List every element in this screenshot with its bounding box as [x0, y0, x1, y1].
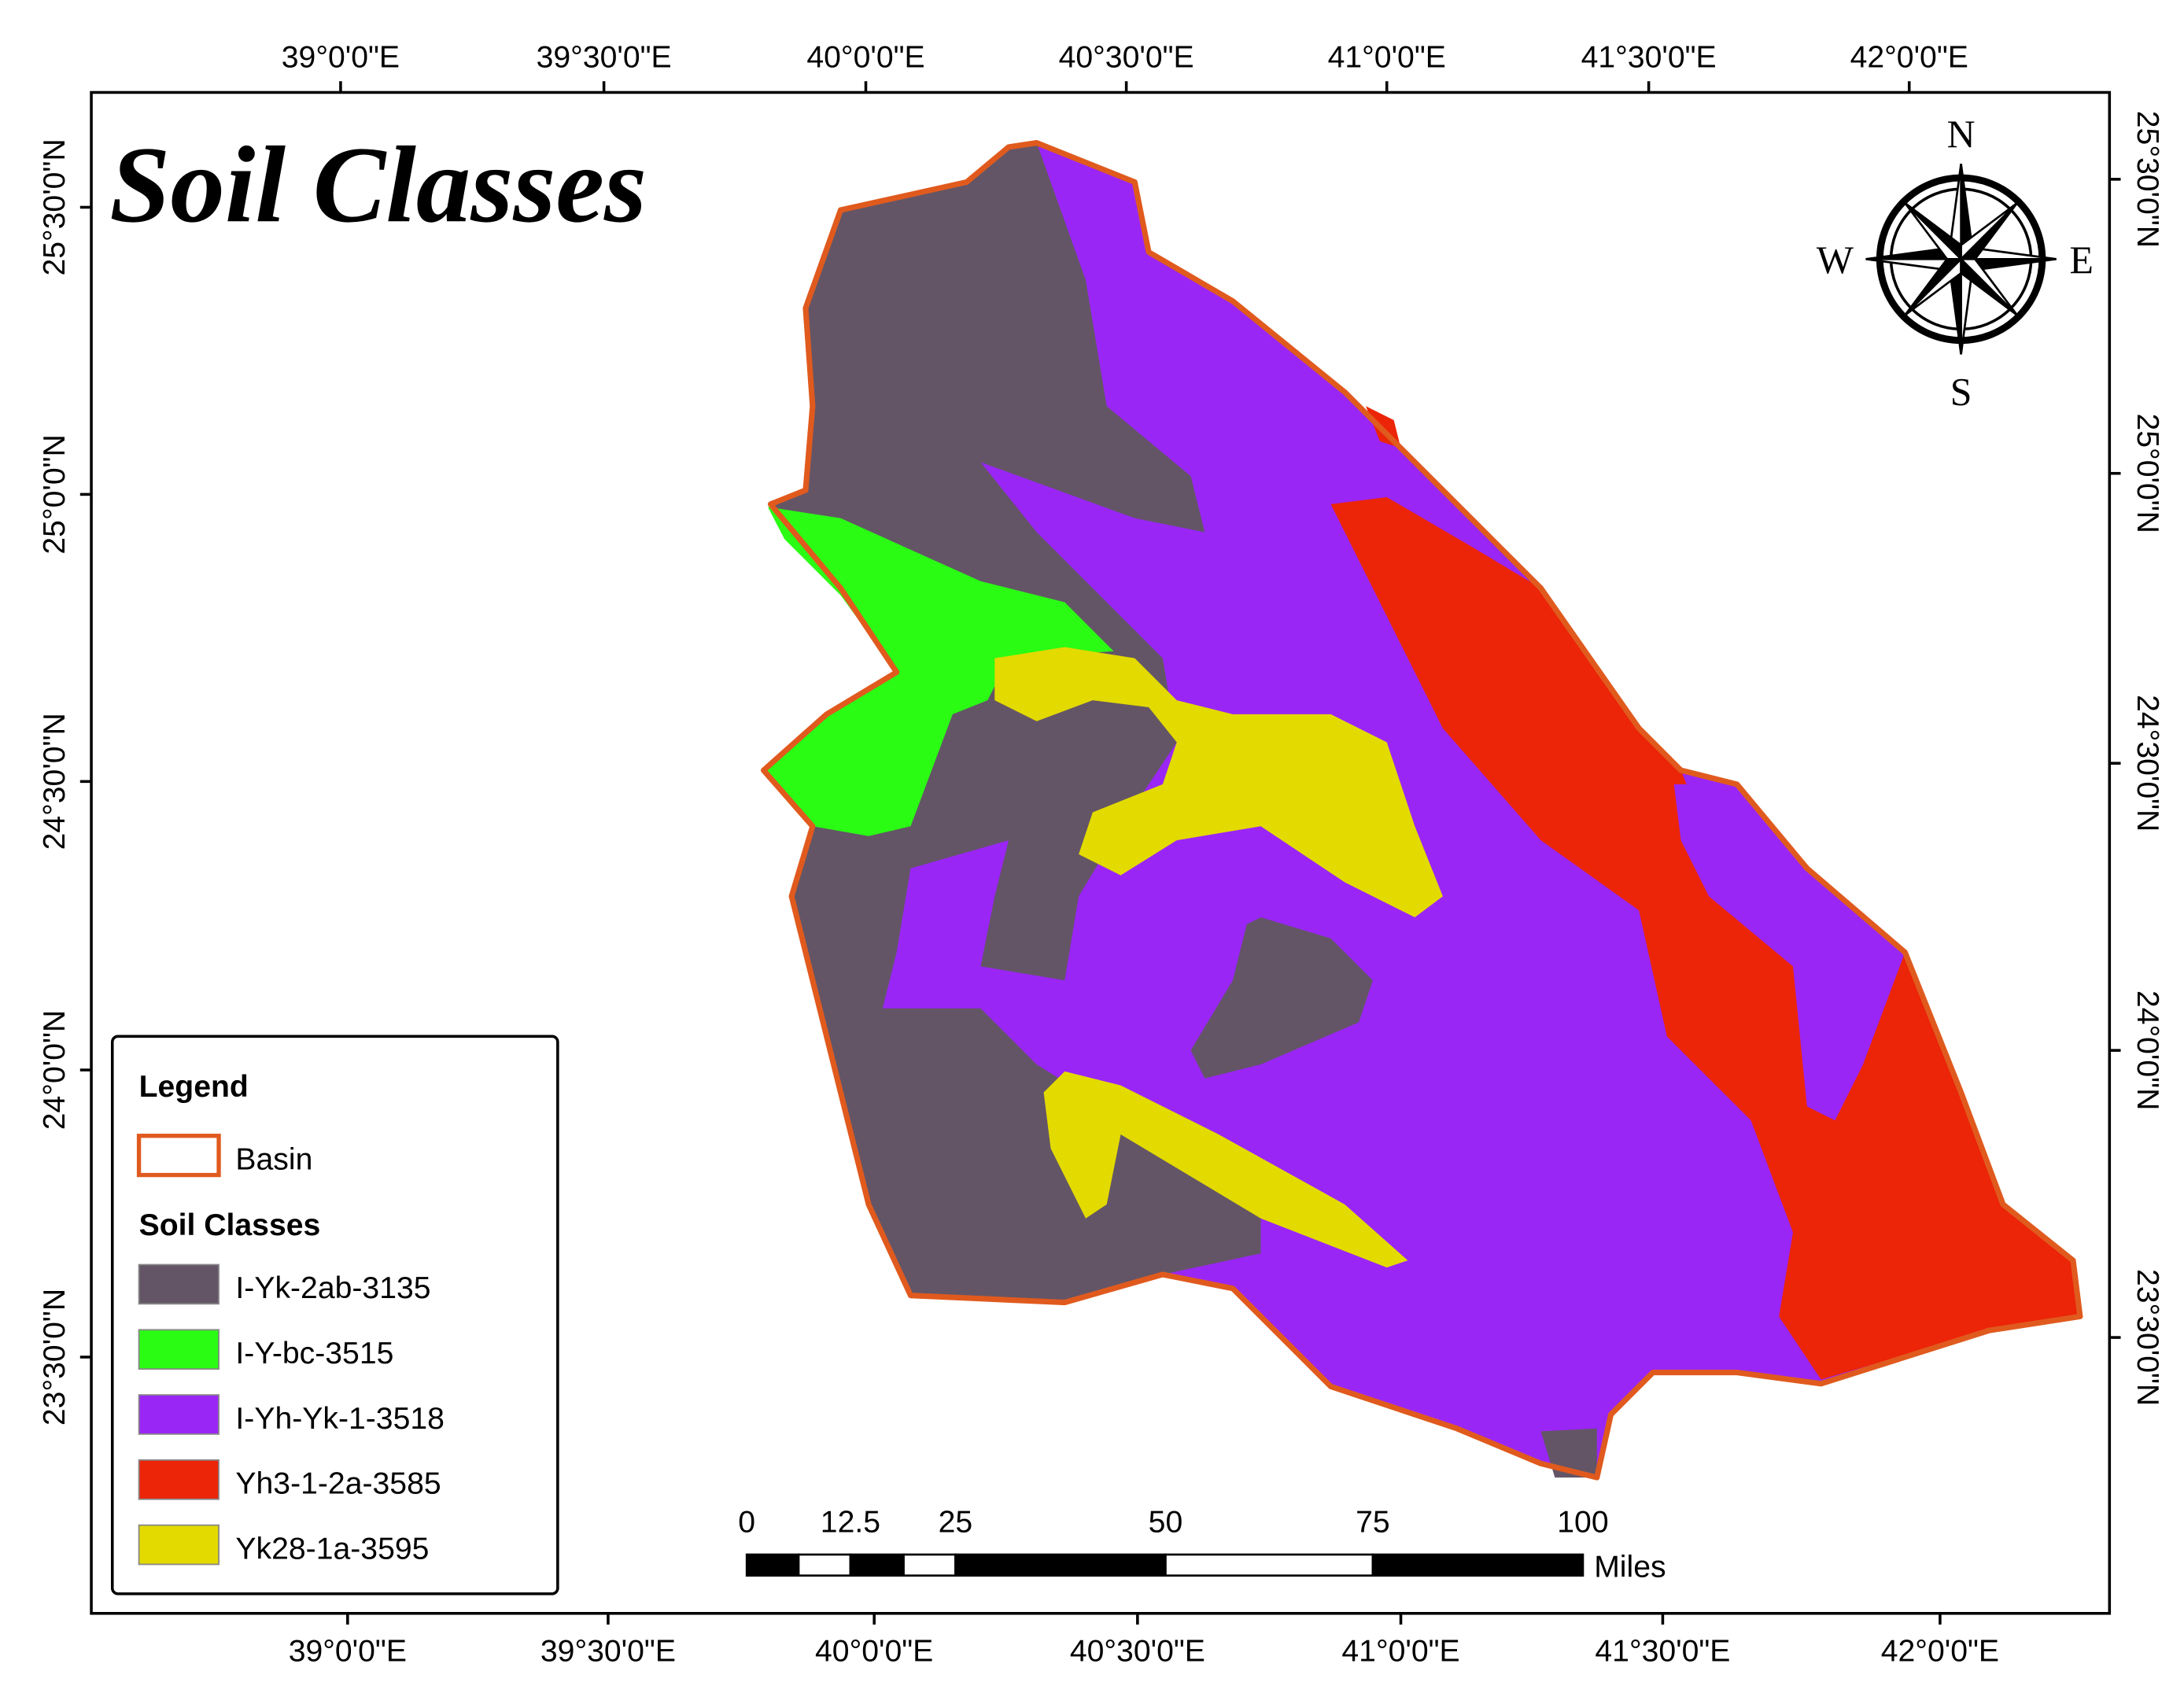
scale-segment	[849, 1553, 905, 1577]
legend-swatch	[138, 1329, 220, 1370]
scale-segment	[1371, 1553, 1585, 1577]
legend-swatch	[138, 1459, 220, 1500]
right-coordinate-label: 25°30'0"N	[2131, 111, 2164, 248]
right-coordinate-label: 24°30'0"N	[2131, 695, 2164, 832]
legend-swatch	[138, 1263, 220, 1305]
bottom-coordinate-label: 41°30'0"E	[1595, 1634, 1730, 1668]
map-title: Soil Classes	[109, 124, 647, 245]
legend-swatch	[138, 1394, 220, 1435]
soil-region	[763, 142, 1261, 1303]
legend-label: Yh3-1-2a-3585	[235, 1467, 441, 1501]
soil-region	[1673, 784, 1898, 1121]
right-coordinate-label: 24°0'0"N	[2131, 990, 2164, 1110]
compass-south: S	[1950, 370, 1972, 413]
scale-segment	[902, 1553, 957, 1577]
top-coordinate-label: 41°30'0"E	[1581, 40, 1717, 74]
bottom-coordinate-label: 41°0'0"E	[1341, 1634, 1459, 1668]
legend-basin-swatch	[136, 1134, 221, 1178]
soil-regions	[760, 140, 2083, 1481]
left-coordinate-label: 23°30'0"N	[38, 1289, 72, 1426]
map-frame	[90, 90, 2112, 1615]
top-coordinate-label: 40°0'0"E	[806, 40, 924, 74]
right-coordinate-label: 23°30'0"N	[2131, 1269, 2164, 1406]
scale-label: 100	[1557, 1506, 1608, 1540]
left-coordinate-label: 25°30'0"N	[38, 138, 72, 275]
compass-east: E	[2069, 238, 2093, 282]
scale-segment	[1164, 1553, 1374, 1577]
legend-subtitle: Soil Classes	[139, 1208, 321, 1242]
left-coordinate-label: 25°0'0"N	[38, 434, 72, 554]
legend-label: I-Y-bc-3515	[235, 1337, 393, 1370]
legend-label: I-Yh-Yk-1-3518	[235, 1402, 445, 1436]
right-coordinate-label: 25°0'0"N	[2131, 413, 2164, 533]
top-coordinate-label: 40°30'0"E	[1059, 40, 1194, 74]
legend-basin-label: Basin	[235, 1142, 312, 1176]
top-coordinate-label: 39°0'0"E	[282, 40, 400, 74]
legend-label: I-Yk-2ab-3135	[235, 1271, 430, 1305]
top-coordinate-label: 39°30'0"E	[537, 40, 672, 74]
bottom-coordinate-label: 42°0'0"E	[1881, 1634, 1999, 1668]
scale-segment	[745, 1553, 800, 1577]
left-coordinate-label: 24°30'0"N	[38, 713, 72, 850]
scale-label: 12.5	[821, 1506, 880, 1540]
north-arrow: N S E W	[1817, 113, 2094, 414]
legend-label: Yk28-1a-3595	[235, 1532, 429, 1566]
legend-title: Legend	[139, 1070, 249, 1104]
bottom-coordinate-label: 40°0'0"E	[815, 1634, 933, 1668]
scale-label: 0	[738, 1506, 755, 1540]
scale-label: 50	[1149, 1506, 1183, 1540]
basin-outline	[760, 140, 2083, 1481]
top-coordinate-label: 42°0'0"E	[1850, 40, 1968, 74]
scale-segment	[797, 1553, 852, 1577]
legend-box	[110, 1035, 559, 1595]
coordinate-labels: 39°0'0"E 39°30'0"E 40°0'0"E 40°30'0"E 41°0'0…	[38, 40, 2164, 1668]
bottom-coordinate-label: 39°0'0"E	[289, 1634, 407, 1668]
top-coordinate-label: 41°0'0"E	[1328, 40, 1446, 74]
scale-unit: Miles	[1594, 1550, 1666, 1584]
scale-bar: 0 12.5 25 50 75 100 Miles	[738, 1506, 1666, 1584]
legend-items: I-Yk-2ab-3135 I-Y-bc-3515 I-Yh-Yk-1-3518 Yh…	[138, 1263, 445, 1566]
scale-label: 25	[939, 1506, 973, 1540]
bottom-coordinate-label: 40°30'0"E	[1070, 1634, 1205, 1668]
scale-label: 75	[1356, 1506, 1390, 1540]
bottom-coordinate-label: 39°30'0"E	[540, 1634, 676, 1668]
compass-north: N	[1947, 113, 1976, 156]
compass-west: W	[1817, 238, 1854, 282]
soil-region	[1043, 1071, 1408, 1268]
legend-swatch	[138, 1524, 220, 1566]
left-coordinate-label: 24°0'0"N	[38, 1010, 72, 1130]
scale-segment	[954, 1553, 1167, 1577]
soil-region	[994, 647, 1443, 918]
soil-region	[1330, 496, 2080, 1380]
soil-region	[763, 507, 1114, 836]
soil-region	[1190, 917, 1373, 1079]
